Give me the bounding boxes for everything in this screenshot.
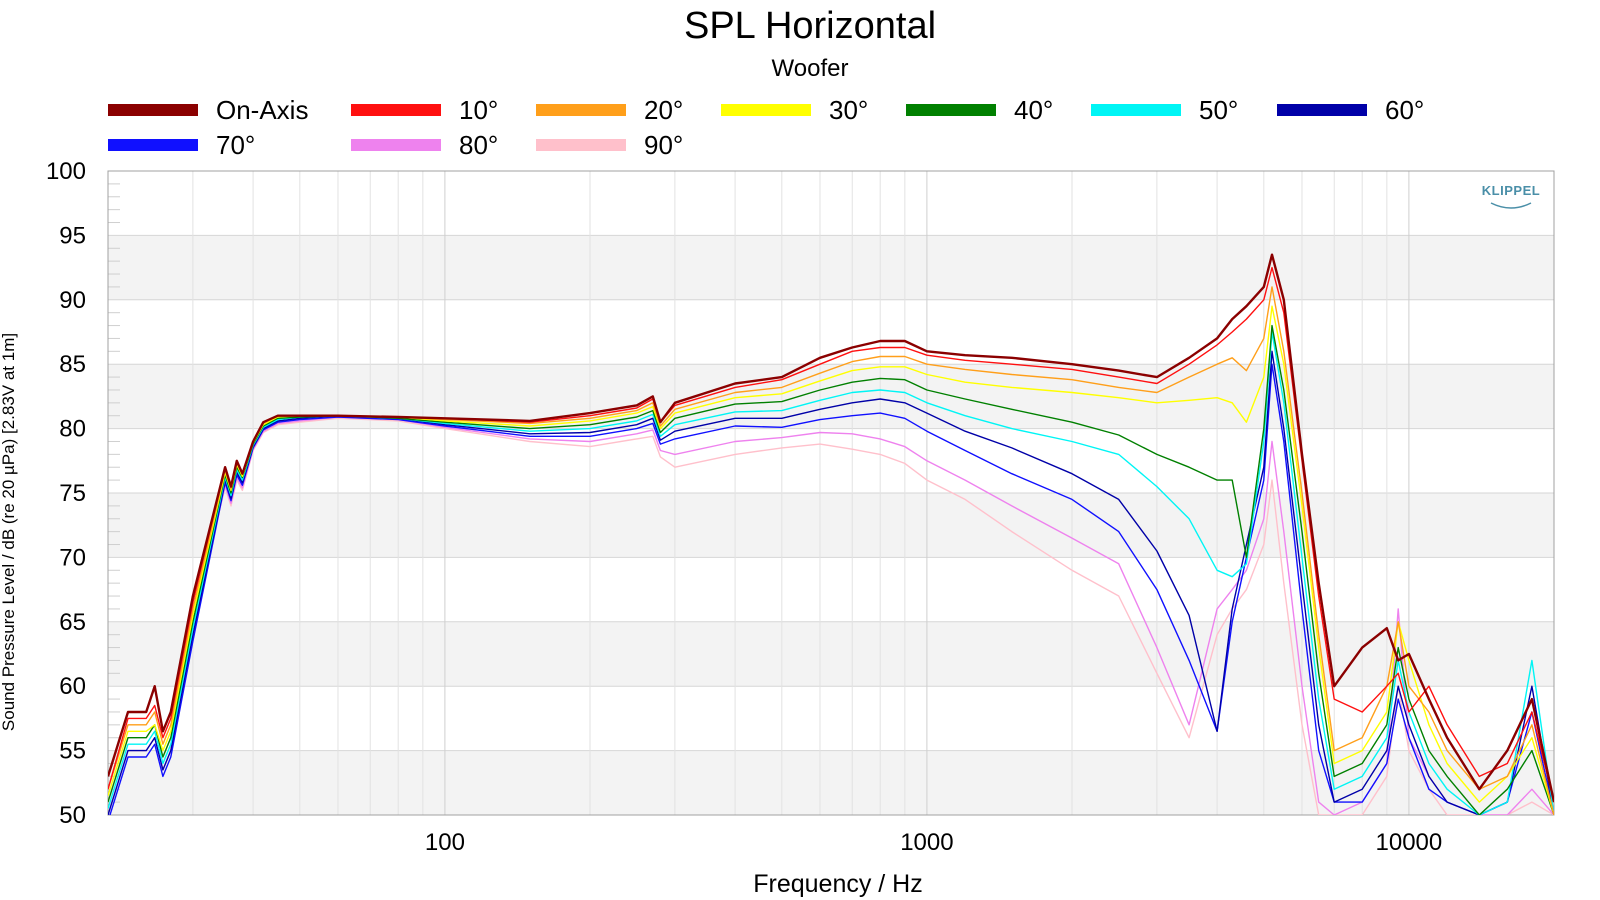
legend: On-Axis 10° 20° 30° 40° 50° 60° 70° 80° 90° <box>108 95 1424 160</box>
y-tick-label: 65 <box>59 609 86 636</box>
legend-label: 50° <box>1199 95 1238 125</box>
grid-band <box>108 493 1554 558</box>
legend-item: 90° <box>536 130 683 160</box>
legend-label: 80° <box>459 130 498 160</box>
legend-swatch <box>351 104 441 116</box>
series-line-8 <box>108 416 1554 815</box>
legend-swatch <box>1091 104 1181 116</box>
x-tick-label: 10000 <box>1376 829 1443 856</box>
y-tick-label: 70 <box>59 544 86 571</box>
y-tick-label: 60 <box>59 673 86 700</box>
legend-label: 20° <box>644 95 683 125</box>
legend-label: 40° <box>1014 95 1053 125</box>
x-tick-label: 1000 <box>900 829 953 856</box>
legend-label: 60° <box>1385 95 1424 125</box>
chart-subtitle: Woofer <box>772 55 849 82</box>
y-tick-label: 55 <box>59 738 86 765</box>
y-axis-label: Sound Pressure Level / dB (re 20 µPa) [2… <box>0 333 18 731</box>
series-line-9 <box>108 417 1554 815</box>
y-tick-label: 90 <box>59 287 86 314</box>
grid-band <box>108 750 1554 815</box>
series-line-4 <box>108 324 1554 815</box>
legend-label: 10° <box>459 95 498 125</box>
legend-item: On-Axis <box>108 95 308 125</box>
series-line-0 <box>108 253 1554 803</box>
legend-label: On-Axis <box>216 95 308 125</box>
grid-band <box>108 235 1554 300</box>
series-line-6 <box>108 350 1554 815</box>
klippel-logo-text: KLIPPEL <box>1482 183 1540 198</box>
y-tick-label: 100 <box>46 158 86 185</box>
series-line-5 <box>108 331 1554 815</box>
legend-item: 70° <box>108 130 255 160</box>
legend-item: 20° <box>536 95 683 125</box>
legend-swatch <box>108 104 198 116</box>
y-tick-label: 85 <box>59 351 86 378</box>
legend-swatch <box>906 104 996 116</box>
legend-item: 30° <box>721 95 868 125</box>
series-layer <box>108 253 1554 815</box>
legend-swatch <box>536 139 626 151</box>
legend-swatch <box>536 104 626 116</box>
series-line-7 <box>109 363 1554 815</box>
legend-label: 30° <box>829 95 868 125</box>
legend-label: 70° <box>216 130 255 160</box>
legend-swatch <box>721 104 811 116</box>
y-tick-label: 75 <box>59 480 86 507</box>
klippel-logo: KLIPPEL <box>1482 183 1540 209</box>
legend-swatch <box>108 139 198 151</box>
y-tick-label: 80 <box>59 416 86 443</box>
legend-swatch <box>351 139 441 151</box>
series-line-3 <box>108 305 1554 815</box>
legend-item: 50° <box>1091 95 1238 125</box>
legend-item: 60° <box>1277 95 1424 125</box>
plot-frame <box>107 170 1555 816</box>
x-tick-label: 100 <box>425 829 465 856</box>
legend-label: 90° <box>644 130 683 160</box>
chart-title: SPL Horizontal <box>684 5 936 47</box>
y-tick-label: 50 <box>59 802 86 829</box>
klippel-logo-swoosh <box>1490 202 1532 209</box>
axis-ticks: 50 55 60 65 70 75 80 85 90 95 100 100 1000 10000 <box>46 158 1442 856</box>
legend-item: 80° <box>351 130 498 160</box>
y-tick-label: 95 <box>59 222 86 249</box>
legend-swatch <box>1277 104 1367 116</box>
legend-item: 40° <box>906 95 1053 125</box>
x-axis-label: Frequency / Hz <box>753 870 923 898</box>
grid-band <box>108 621 1554 687</box>
legend-item: 10° <box>351 95 498 125</box>
